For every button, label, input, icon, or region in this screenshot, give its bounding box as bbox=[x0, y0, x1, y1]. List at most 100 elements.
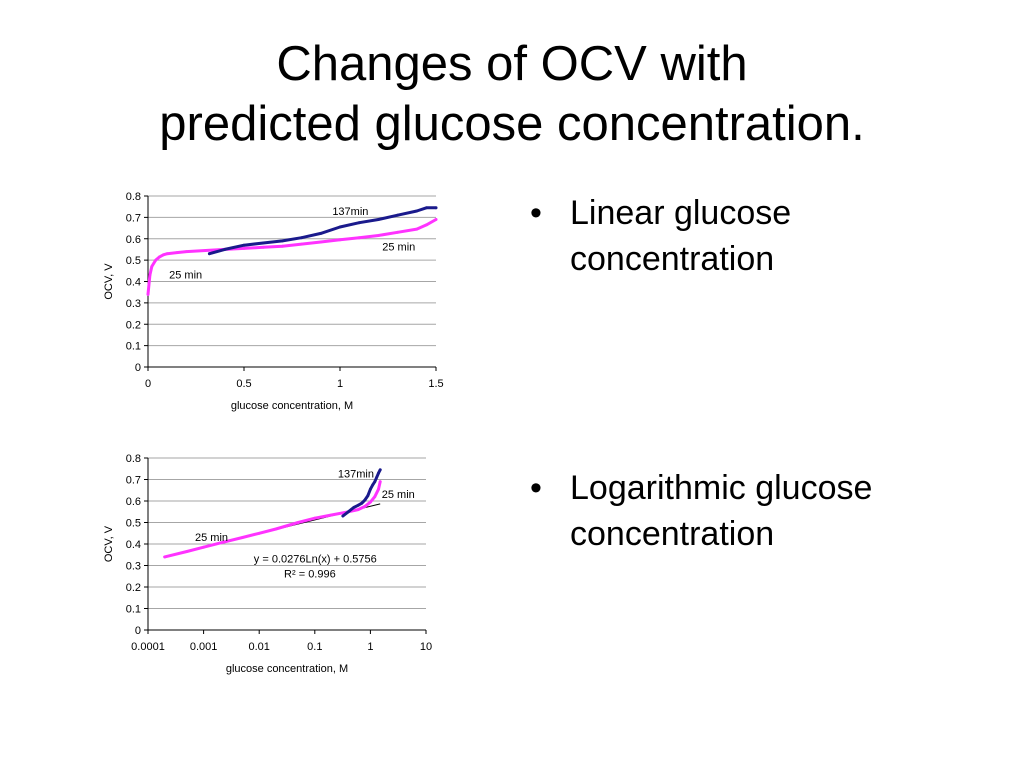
data-point-25min bbox=[150, 265, 154, 268]
x-tick-label: 0 bbox=[145, 378, 151, 390]
y-tick-label: 0.5 bbox=[126, 255, 141, 267]
data-point-137min bbox=[338, 225, 342, 229]
data-point-137min bbox=[425, 206, 428, 210]
data-point-25min bbox=[202, 545, 205, 549]
data-point-25min bbox=[300, 242, 303, 246]
data-point-137min bbox=[378, 468, 382, 472]
data-point-137min bbox=[352, 506, 356, 509]
x-tick-label: 0.0001 bbox=[131, 641, 165, 653]
data-point-25min bbox=[242, 247, 246, 250]
y-tick-label: 0.8 bbox=[126, 191, 141, 203]
y-tick-label: 0.2 bbox=[126, 319, 141, 331]
data-point-137min bbox=[373, 480, 377, 484]
data-point-137min bbox=[281, 239, 284, 243]
data-point-25min bbox=[296, 521, 300, 524]
data-point-25min bbox=[218, 541, 222, 545]
slide-title-line-1: Changes of OCV with bbox=[276, 37, 748, 91]
x-tick-label: 1 bbox=[367, 641, 373, 653]
bullet-marker: • bbox=[530, 194, 542, 232]
data-point-137min bbox=[346, 510, 350, 514]
annotation-label: R² = 0.996 bbox=[284, 568, 336, 580]
data-point-25min bbox=[357, 236, 361, 240]
data-point-137min bbox=[356, 503, 360, 507]
data-point-25min bbox=[154, 258, 158, 262]
data-point-25min bbox=[281, 244, 284, 248]
data-point-25min bbox=[162, 253, 165, 257]
data-point-137min bbox=[360, 501, 364, 505]
data-point-25min bbox=[204, 249, 207, 252]
data-point-25min bbox=[369, 500, 372, 504]
data-point-137min bbox=[242, 243, 246, 247]
x-tick-label: 0.1 bbox=[307, 641, 322, 653]
series-line-25min bbox=[163, 480, 382, 559]
data-point-25min bbox=[158, 255, 161, 259]
y-tick-label: 0.1 bbox=[126, 341, 141, 353]
data-point-25min bbox=[396, 230, 399, 234]
y-tick-label: 0.4 bbox=[126, 539, 141, 551]
data-point-25min bbox=[377, 234, 380, 237]
data-point-25min bbox=[425, 223, 428, 227]
data-point-137min bbox=[396, 213, 399, 217]
data-point-25min bbox=[415, 227, 419, 231]
data-point-25min bbox=[185, 250, 188, 253]
bullet-item-linear: • Linear glucose concentration bbox=[530, 190, 990, 282]
y-tick-label: 0.3 bbox=[126, 561, 141, 573]
data-point-137min bbox=[319, 232, 323, 235]
y-tick-label: 0.8 bbox=[126, 453, 141, 465]
x-tick-label: 1.5 bbox=[428, 378, 443, 390]
bullet-text: Linear glucose concentration bbox=[570, 194, 792, 278]
y-tick-label: 0.6 bbox=[126, 496, 141, 508]
annotation-label: y = 0.0276Ln(x) + 0.5756 bbox=[254, 553, 377, 565]
slide-title: Changes of OCV with predicted glucose co… bbox=[40, 34, 984, 154]
y-tick-label: 0.7 bbox=[126, 212, 141, 224]
y-tick-label: 0.7 bbox=[126, 475, 141, 487]
data-point-25min bbox=[363, 505, 367, 508]
x-tick-label: 0.01 bbox=[248, 641, 269, 653]
data-point-25min bbox=[356, 508, 360, 511]
data-point-137min bbox=[357, 221, 361, 225]
series-line-137min bbox=[207, 206, 438, 256]
annotation-label: 137min bbox=[332, 206, 368, 218]
data-point-25min bbox=[330, 513, 333, 517]
data-point-137min bbox=[366, 494, 370, 497]
y-tick-label: 0.5 bbox=[126, 518, 141, 530]
data-point-137min bbox=[341, 514, 345, 518]
x-tick-label: 0.001 bbox=[190, 641, 218, 653]
log-ocv-chart: 0 0.1 0.2 0.3 0.4 0.5 0.6 0.7 0.8 0.0001 0.001 0.01… bbox=[103, 453, 432, 675]
data-point-25min bbox=[319, 240, 323, 244]
data-point-25min bbox=[165, 252, 169, 256]
data-point-137min bbox=[415, 209, 419, 213]
data-point-25min bbox=[274, 527, 278, 531]
data-point-25min bbox=[377, 487, 380, 491]
slide-title-line-2: predicted glucose concentration. bbox=[159, 97, 865, 151]
linear-ocv-chart: 0 0.1 0.2 0.3 0.4 0.5 0.6 0.7 0.8 0 0.5 1 1.5 glucose… bbox=[103, 191, 444, 412]
data-point-25min bbox=[257, 531, 261, 535]
y-tick-label: 0 bbox=[135, 362, 141, 374]
annotation-label: 25 min bbox=[382, 242, 415, 254]
y-axis-title: OCV, V bbox=[103, 263, 115, 300]
x-axis-title: glucose concentration, M bbox=[226, 663, 348, 675]
data-point-137min bbox=[261, 241, 265, 245]
x-tick-label: 0.5 bbox=[236, 378, 251, 390]
data-point-25min bbox=[175, 251, 179, 254]
data-point-25min bbox=[338, 238, 342, 242]
y-axis-title: OCV, V bbox=[103, 525, 115, 562]
x-axis-title: glucose concentration, M bbox=[231, 400, 353, 412]
x-tick-label: 1 bbox=[337, 378, 343, 390]
data-point-25min bbox=[313, 516, 317, 520]
data-point-137min bbox=[377, 218, 380, 221]
bullet-text: Logarithmic glucose concentration bbox=[570, 469, 873, 553]
bullet-marker: • bbox=[530, 469, 542, 507]
y-tick-label: 0.2 bbox=[126, 582, 141, 594]
annotation-label: 137min bbox=[338, 468, 374, 480]
data-point-25min bbox=[146, 292, 150, 296]
data-point-25min bbox=[373, 495, 377, 499]
annotation-label: 25 min bbox=[195, 532, 228, 544]
y-tick-label: 0.1 bbox=[126, 604, 141, 616]
data-point-137min bbox=[371, 483, 375, 487]
data-point-25min bbox=[261, 245, 265, 249]
y-tick-label: 0.4 bbox=[126, 277, 141, 289]
data-point-25min bbox=[434, 218, 438, 221]
annotation-label: 25 min bbox=[382, 489, 415, 501]
data-point-25min bbox=[241, 536, 244, 539]
